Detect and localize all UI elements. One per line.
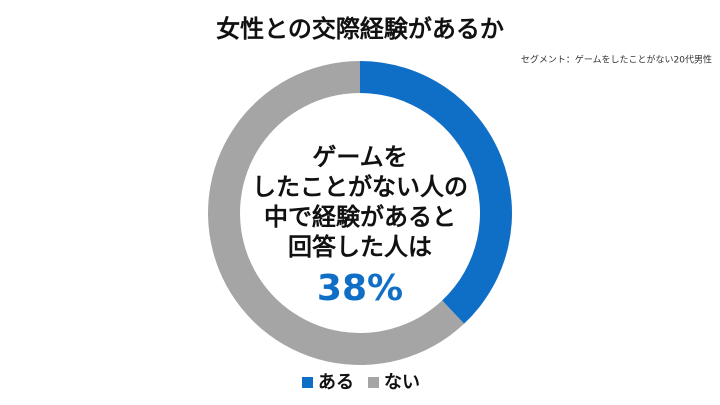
center-text: 回答した人は — [288, 233, 432, 261]
center-value: 38% — [317, 268, 403, 309]
legend-swatch — [302, 377, 313, 388]
legend-label: ない — [384, 372, 420, 393]
center-text: したことがない人の — [252, 173, 468, 201]
donut-slice — [207, 61, 465, 365]
center-text: 中で経験があると — [264, 203, 456, 231]
chart-title: 女性との交際経験があるか — [216, 15, 504, 43]
legend-swatch — [368, 377, 379, 388]
center-text: ゲームを — [312, 143, 407, 171]
legend-label: ある — [318, 372, 354, 393]
chart-subtitle: セグメント：ゲームをしたことがない20代男性 — [521, 54, 712, 66]
donut-slice — [360, 61, 512, 324]
